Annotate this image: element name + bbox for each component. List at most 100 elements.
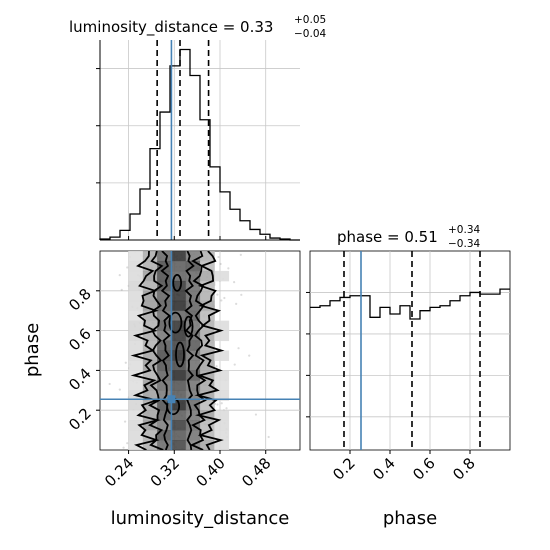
joint-density-cell [142, 430, 158, 441]
joint-density-cell [214, 320, 230, 332]
x-axis-label-phase: phase [383, 508, 437, 529]
joint-density-cell [185, 410, 201, 421]
joint-density-cell [171, 350, 187, 361]
joint-density-cell [157, 420, 172, 431]
joint-ytick-label-3: 0.8 [65, 285, 95, 315]
joint-scatter-point [240, 293, 243, 296]
joint-density-cell [171, 330, 187, 342]
joint-scatter-point [126, 266, 129, 269]
hist-phase-steps [310, 288, 510, 320]
joint-density-cell [214, 370, 230, 381]
joint-scatter-point [123, 420, 127, 423]
joint-scatter-point [267, 435, 270, 439]
joint-density-cell [128, 270, 144, 282]
joint-scatter-point [223, 296, 226, 300]
joint-density-cell [157, 260, 172, 272]
joint-density-cell [214, 330, 230, 342]
joint-density-cell [171, 380, 187, 391]
joint-scatter-point [239, 253, 242, 256]
joint-density-cell [171, 300, 187, 312]
joint-scatter-point [108, 382, 111, 386]
joint-density-cell [157, 370, 172, 381]
joint-contour-island-1 [168, 311, 183, 334]
joint-density-cell [142, 410, 158, 421]
joint-density-cell [171, 440, 187, 450]
joint-density-cell [128, 290, 144, 302]
joint-contour-1-right [189, 251, 207, 450]
joint-density-cell [185, 380, 201, 391]
joint-density-cell [185, 400, 201, 411]
joint-density-cell [171, 251, 187, 262]
joint-density-cell [214, 390, 230, 401]
joint-density-cell [214, 440, 230, 450]
joint-scatter-point [248, 354, 251, 357]
joint-density-cell [157, 360, 172, 371]
joint-density-cell [185, 290, 201, 302]
joint-density-cell [142, 360, 158, 371]
joint-y-ticks: 0.2 0.4 0.6 0.8 [65, 285, 100, 434]
joint-density-cell [185, 340, 201, 351]
joint-scatter-point [217, 255, 220, 259]
joint-density-cell [128, 400, 144, 411]
joint-density-cell [128, 260, 144, 272]
joint-density-cell [200, 430, 215, 441]
joint-scatter-point [215, 365, 218, 368]
joint-density-cell [128, 320, 144, 332]
hist-phase-xtick-label-0: 0.2 [329, 454, 359, 484]
joint-density-cell [157, 251, 172, 262]
joint-contour-2-right [194, 251, 225, 450]
joint-density-cell [171, 420, 187, 431]
joint-ytick-label-1: 0.4 [65, 365, 95, 395]
joint-xtick-label-0: 0.24 [101, 454, 137, 490]
joint-scatter-point [120, 288, 123, 291]
joint-density-cell [157, 280, 172, 292]
joint-density-cell [171, 310, 187, 322]
hist-luminosity-distance-ticks [96, 40, 300, 241]
joint-density-cell [128, 360, 144, 371]
joint-scatter-point [220, 402, 223, 405]
y-axis-label-phase: phase [22, 323, 43, 377]
joint-density-cell [214, 410, 230, 421]
title-phase-minus: −0.34 [448, 238, 480, 250]
joint-density-cell [128, 410, 144, 421]
joint-density-cell [214, 270, 230, 282]
joint-density-cell [214, 420, 230, 431]
joint-density-cell [128, 340, 144, 351]
joint-contour-island-4 [183, 315, 194, 338]
joint-density-cell [185, 270, 201, 282]
joint-density-cell [200, 400, 215, 411]
joint-density-cell [200, 420, 215, 431]
joint-density-cell [185, 310, 201, 322]
joint-scatter-point [254, 413, 258, 416]
joint-density-cell [185, 390, 201, 401]
joint-density-cell [200, 300, 215, 312]
joint-truth-marker [167, 395, 176, 404]
joint-density-cell [171, 340, 187, 351]
joint-density-cell [142, 350, 158, 361]
joint-ytick-label-2: 0.6 [65, 325, 95, 355]
title-phase: phase = 0.51 [337, 228, 438, 246]
title-luminosity-distance: luminosity_distance = 0.33 [69, 18, 273, 37]
joint-density-cell [171, 290, 187, 302]
joint-scatter-point [118, 273, 121, 277]
joint-scatter-point [227, 267, 230, 270]
joint-density-cell [128, 310, 144, 322]
hist-phase-xtick-label-2: 0.6 [409, 454, 439, 484]
joint-density-cell [171, 390, 187, 401]
joint-density-cell [157, 300, 172, 312]
joint-density-cell [157, 380, 172, 391]
joint-density-cell [157, 330, 172, 342]
joint-contour-2-left [130, 251, 161, 450]
joint-density-cell [157, 400, 172, 411]
joint-xtick-label-1: 0.32 [147, 454, 183, 490]
joint-density-cell [200, 350, 215, 361]
joint-density-cell [157, 270, 172, 282]
joint-density-cell [185, 430, 201, 441]
hist-phase-xtick-label-3: 0.8 [449, 454, 479, 484]
joint-scatter-point [237, 347, 240, 350]
hist-phase-xtick-label-1: 0.4 [369, 454, 399, 484]
joint-density-cell [200, 320, 215, 332]
joint-density-cell [128, 251, 144, 262]
joint-density-cell [171, 370, 187, 381]
joint-density-cell [128, 420, 144, 431]
